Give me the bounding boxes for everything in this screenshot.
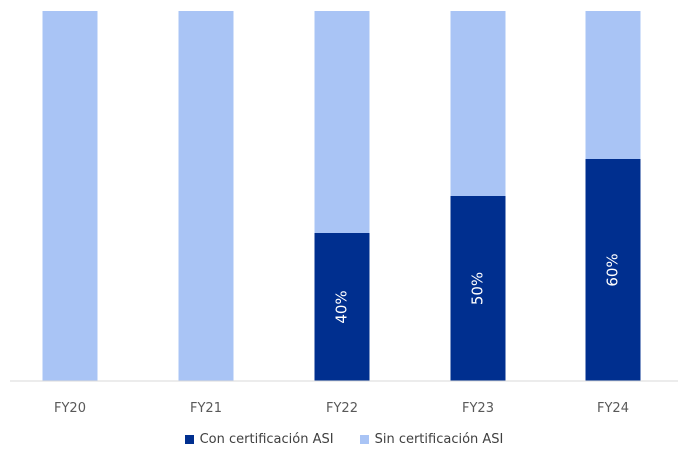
bar-sin-fy22 [314,11,370,233]
data-label-fy23: 50% [469,272,487,305]
data-label-fy22: 40% [333,290,351,323]
legend-label-con: Con certificación ASI [199,432,334,447]
legend-label-sin: Sin certificación ASI [374,432,504,447]
bar-con-fy24 [585,159,641,381]
x-tick-fy21: FY21 [190,401,222,416]
bar-con-fy23 [450,196,506,381]
x-tick-fy24: FY24 [597,401,629,416]
legend-swatch-con [184,435,194,444]
data-label-fy24: 60% [604,253,622,286]
bar-sin-fy20 [42,11,98,381]
x-tick-fy22: FY22 [326,401,358,416]
legend-swatch-sin [359,435,369,444]
bar-sin-fy24 [585,11,641,159]
bars-group: 40% 50% 60% [42,11,641,381]
x-axis-ticks: FY20 FY21 FY22 FY23 FY24 [54,401,629,416]
legend: Con certificación ASI Sin certificación … [0,432,688,447]
x-tick-fy20: FY20 [54,401,86,416]
bar-sin-fy23 [450,11,506,196]
legend-item-sin: Sin certificación ASI [359,432,504,447]
x-tick-fy23: FY23 [462,401,494,416]
legend-item-con: Con certificación ASI [184,432,334,447]
bar-sin-fy21 [178,11,234,381]
bar-con-fy22 [314,233,370,381]
